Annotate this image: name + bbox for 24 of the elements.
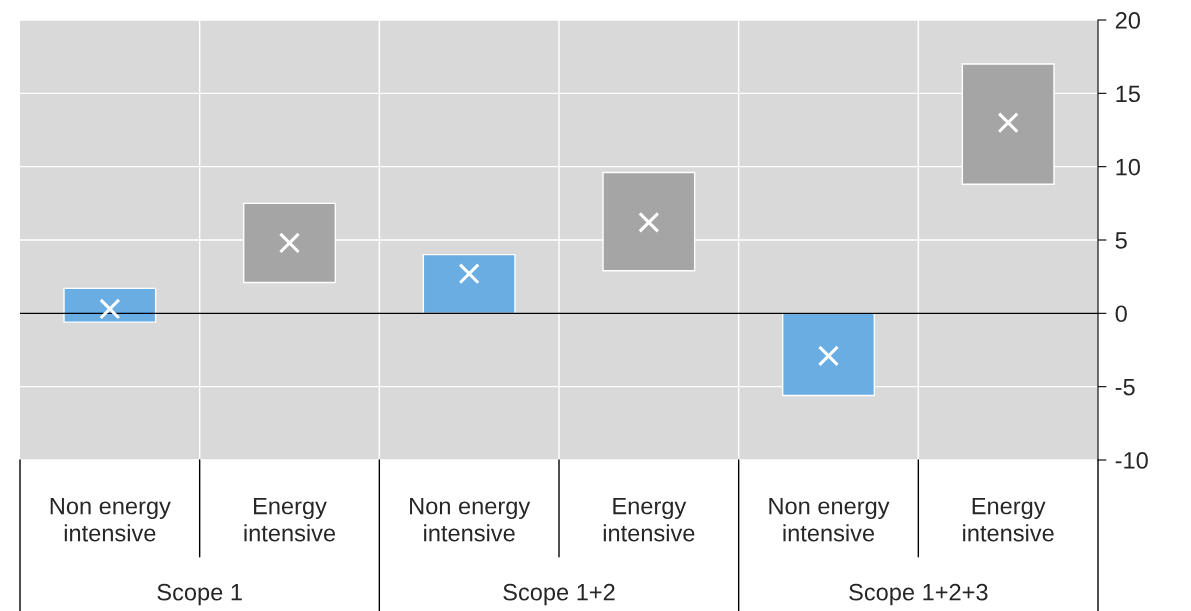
x-tick-label: Energy intensive (963, 497, 1054, 542)
point (278, 232, 301, 254)
bar (63, 287, 157, 323)
text: Scope 1+2+3 (849, 583, 988, 606)
y-tick-label: 5 (1115, 232, 1127, 249)
text: Scope 1+2 (503, 583, 615, 606)
y-tick-label: -10 (1115, 452, 1148, 469)
point (817, 345, 840, 367)
y-tick-label: 15 (1116, 85, 1140, 103)
point (458, 263, 480, 285)
x-tick-label: Non energy intensive (769, 497, 890, 542)
y-tick-label: 10 (1116, 158, 1141, 176)
x-tick-label: Energy intensive (244, 497, 336, 542)
y-tick-label: -5 (1115, 378, 1135, 396)
y-tick-label: 0 (1115, 305, 1127, 323)
x-tick-label: Non energy intensive (410, 497, 531, 542)
x-tick-label: Non energy intensive (50, 497, 171, 542)
point (99, 298, 121, 320)
bar (422, 253, 516, 315)
point (997, 112, 1019, 134)
text: Scope 1 (157, 583, 242, 606)
x-tick-label: Energy intensive (603, 497, 695, 542)
y-tick-label: 20 (1115, 12, 1141, 29)
point (638, 211, 660, 233)
